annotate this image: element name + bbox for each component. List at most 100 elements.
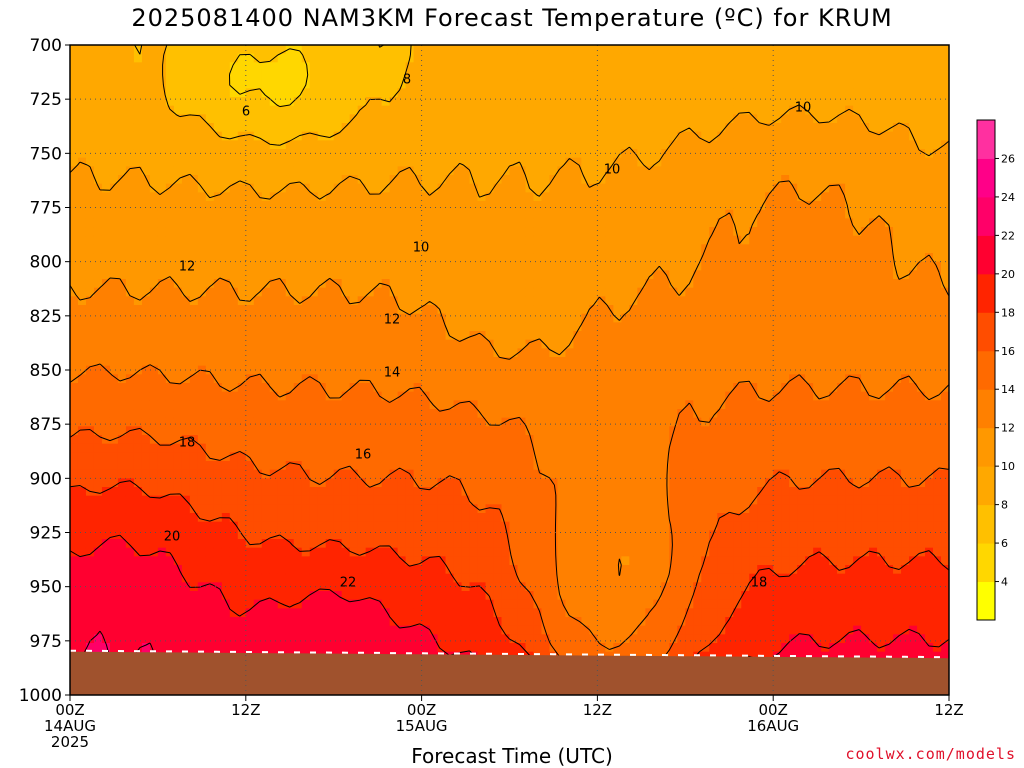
field-cell (173, 339, 183, 349)
field-cell (581, 521, 591, 531)
field-cell (277, 227, 287, 237)
field-cell (253, 261, 263, 271)
field-cell (453, 79, 463, 89)
field-cell (421, 409, 431, 419)
field-cell (237, 123, 247, 133)
field-cell (517, 504, 527, 514)
field-cell (101, 183, 111, 193)
field-cell (525, 478, 535, 488)
field-cell (189, 608, 199, 618)
field-cell (349, 166, 359, 176)
field-cell (525, 149, 535, 159)
field-cell (437, 530, 447, 540)
field-cell (461, 123, 471, 133)
field-cell (525, 556, 535, 566)
field-cell (477, 435, 487, 445)
field-cell (181, 504, 191, 514)
field-cell (413, 209, 423, 219)
field-cell (293, 365, 303, 375)
field-cell (213, 391, 223, 401)
field-cell (469, 617, 479, 627)
field-cell (485, 348, 495, 358)
field-cell (93, 157, 103, 167)
field-cell (549, 157, 559, 167)
field-cell (549, 409, 559, 419)
field-cell (197, 409, 207, 419)
field-cell (333, 556, 343, 566)
field-cell (125, 643, 135, 653)
field-cell (117, 140, 127, 150)
field-cell (261, 565, 271, 575)
field-cell (309, 114, 319, 124)
field-cell (461, 97, 471, 107)
field-cell (469, 547, 479, 557)
field-cell (317, 643, 327, 653)
field-cell (181, 599, 191, 609)
field-cell (165, 183, 175, 193)
field-cell (133, 400, 143, 410)
field-cell (525, 71, 535, 81)
field-cell (357, 495, 367, 505)
field-cell (469, 45, 479, 55)
field-cell (541, 296, 551, 306)
field-cell (501, 435, 511, 445)
field-cell (325, 166, 335, 176)
field-cell (533, 331, 543, 341)
field-cell (77, 461, 87, 471)
field-cell (413, 469, 423, 479)
field-cell (349, 53, 359, 63)
field-cell (341, 573, 351, 583)
field-cell (549, 521, 559, 531)
field-cell (125, 530, 135, 540)
field-cell (557, 365, 567, 375)
field-cell (261, 426, 271, 436)
field-cell (301, 218, 311, 228)
field-cell (109, 114, 119, 124)
field-cell (373, 175, 383, 185)
field-cell (173, 556, 183, 566)
field-cell (413, 391, 423, 401)
field-cell (405, 452, 415, 462)
field-cell (269, 166, 279, 176)
field-cell (589, 591, 598, 601)
field-cell (93, 192, 103, 202)
field-cell (445, 287, 455, 297)
field-cell (565, 71, 575, 81)
field-cell (181, 79, 191, 89)
field-cell (293, 270, 303, 280)
field-cell (493, 88, 503, 98)
field-cell (189, 443, 199, 453)
field-cell (93, 253, 103, 263)
field-cell (581, 504, 591, 514)
field-cell (485, 608, 495, 618)
field-cell (453, 435, 463, 445)
field-cell (541, 45, 551, 55)
field-cell (269, 504, 279, 514)
field-cell (77, 192, 87, 202)
field-cell (85, 556, 95, 566)
field-cell (549, 556, 559, 566)
field-cell (381, 287, 391, 297)
field-cell (309, 417, 319, 427)
field-cell (285, 175, 295, 185)
field-cell (157, 365, 167, 375)
field-cell (429, 417, 439, 427)
field-cell (85, 45, 95, 55)
field-cell (365, 97, 375, 107)
field-cell (381, 504, 391, 514)
field-cell (453, 487, 463, 497)
field-cell (525, 305, 535, 315)
field-cell (389, 131, 399, 141)
field-cell (445, 322, 455, 332)
field-cell (597, 183, 606, 193)
field-cell (205, 296, 215, 306)
field-cell (405, 435, 415, 445)
field-cell (325, 45, 335, 55)
field-cell (501, 409, 511, 419)
field-cell (437, 45, 447, 55)
field-cell (189, 452, 199, 462)
field-cell (77, 209, 87, 219)
field-cell (237, 313, 247, 323)
field-cell (557, 235, 567, 245)
field-cell (293, 244, 303, 254)
